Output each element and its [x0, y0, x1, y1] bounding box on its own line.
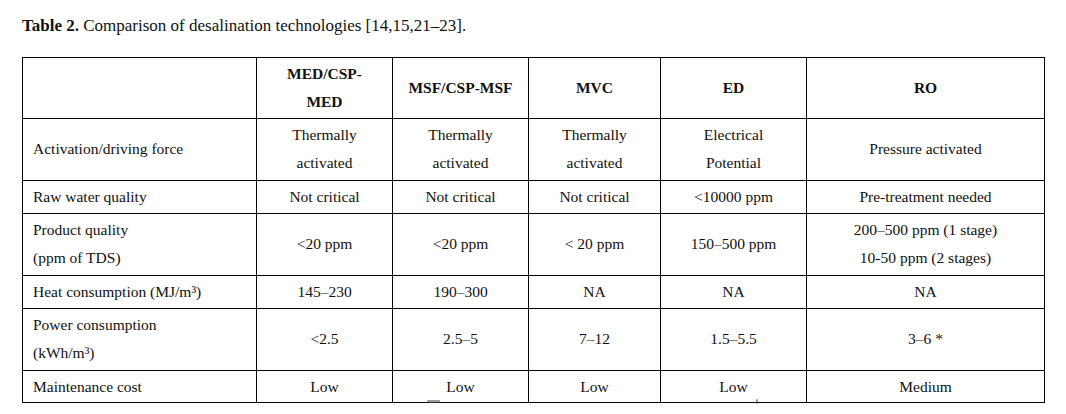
table-cell: NA	[661, 275, 807, 308]
table-cell: 200–500 ppm (1 stage) 10-50 ppm (2 stage…	[807, 213, 1045, 275]
table-cell: Pre-treatment needed	[807, 180, 1045, 213]
table-cell: Low	[661, 370, 807, 403]
table-cell: Thermally activated	[257, 118, 393, 180]
table-row-product-quality: Product quality (ppm of TDS) <20 ppm <20…	[23, 213, 1045, 275]
table-cell: 2.5–5	[393, 308, 529, 370]
table-cell: 3–6 *	[807, 308, 1045, 370]
row-label: Power consumption (kWh/m³)	[23, 308, 257, 370]
table-cell: Thermally activated	[529, 118, 661, 180]
table-header-row: MED/CSP-MED MSF/CSP-MSF MVC ED RO	[23, 58, 1045, 119]
table-row-heat-consumption: Heat consumption (MJ/m³) 145–230 190–300…	[23, 275, 1045, 308]
table-cell: Thermally activated	[393, 118, 529, 180]
table-cell: NA	[529, 275, 661, 308]
cropped-next-line-remnant	[756, 399, 758, 404]
table-cell: <20 ppm	[393, 213, 529, 275]
table-cell: <2.5	[257, 308, 393, 370]
table-cell: < 20 ppm	[529, 213, 661, 275]
table-cell: Medium	[807, 370, 1045, 403]
cropped-next-line-remnant	[427, 400, 440, 403]
table-cell: 1.5–5.5	[661, 308, 807, 370]
table-cell: NA	[807, 275, 1045, 308]
table-cell: Low	[529, 370, 661, 403]
table-cell: Electrical Potential	[661, 118, 807, 180]
header-cell-blank	[23, 58, 257, 119]
table-cell: Pressure activated	[807, 118, 1045, 180]
table-caption-text: Comparison of desalination technologies …	[79, 16, 466, 35]
header-cell-ro: RO	[807, 58, 1045, 119]
table-cell: Not critical	[257, 180, 393, 213]
table-cell: Not critical	[529, 180, 661, 213]
row-label: Activation/driving force	[23, 118, 257, 180]
table-row-activation: Activation/driving force Thermally activ…	[23, 118, 1045, 180]
table-cell: Not critical	[393, 180, 529, 213]
table-cell: Low	[393, 370, 529, 403]
row-label: Maintenance cost	[23, 370, 257, 403]
table-cell: <10000 ppm	[661, 180, 807, 213]
table-caption-label: Table 2.	[22, 16, 79, 35]
table-cell: Low	[257, 370, 393, 403]
header-cell-msf: MSF/CSP-MSF	[393, 58, 529, 119]
row-label: Heat consumption (MJ/m³)	[23, 275, 257, 308]
desalination-comparison-table: MED/CSP-MED MSF/CSP-MSF MVC ED RO Activa…	[22, 57, 1045, 403]
table-cell: 150–500 ppm	[661, 213, 807, 275]
header-cell-mvc: MVC	[529, 58, 661, 119]
table-row-maintenance-cost: Maintenance cost Low Low Low Low Medium	[23, 370, 1045, 403]
header-cell-ed: ED	[661, 58, 807, 119]
row-label: Raw water quality	[23, 180, 257, 213]
paper-page: Table 2. Comparison of desalination tech…	[0, 0, 1066, 414]
row-label: Product quality (ppm of TDS)	[23, 213, 257, 275]
table-cell: 7–12	[529, 308, 661, 370]
table-cell: 190–300	[393, 275, 529, 308]
table-row-raw-water: Raw water quality Not critical Not criti…	[23, 180, 1045, 213]
table-cell: 145–230	[257, 275, 393, 308]
header-cell-med: MED/CSP-MED	[257, 58, 393, 119]
table-cell: <20 ppm	[257, 213, 393, 275]
table-row-power-consumption: Power consumption (kWh/m³) <2.5 2.5–5 7–…	[23, 308, 1045, 370]
table-caption: Table 2. Comparison of desalination tech…	[22, 15, 1044, 37]
